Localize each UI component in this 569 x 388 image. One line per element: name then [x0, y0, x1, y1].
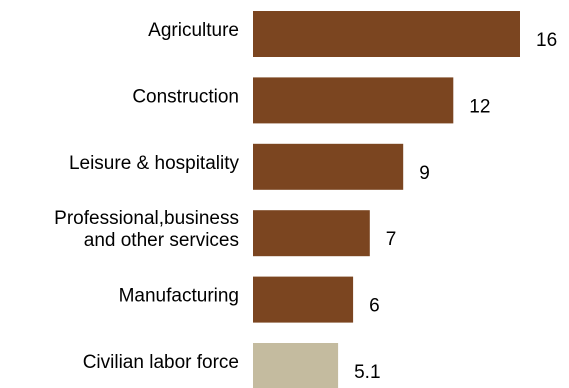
bar-3 — [253, 210, 370, 257]
category-label-2: Leisure & hospitality — [69, 153, 240, 174]
value-label-1: 12 — [469, 96, 490, 117]
category-label-line: Construction — [132, 86, 239, 107]
value-label-4: 6 — [369, 296, 380, 317]
category-label-line: Civilian labor force — [83, 352, 239, 373]
category-label-1: Construction — [132, 86, 239, 107]
category-label-5: Civilian labor force — [83, 352, 239, 373]
category-label-4: Manufacturing — [119, 286, 239, 307]
category-label-3: Professional,business and other services — [54, 208, 239, 251]
bar-4 — [253, 276, 354, 323]
bar-2 — [253, 143, 404, 190]
bar-0 — [253, 11, 520, 57]
value-label-3: 7 — [386, 229, 397, 250]
value-label-0: 16 — [536, 30, 557, 51]
category-label-line: Leisure & hospitality — [69, 153, 240, 174]
category-label-0: Agriculture — [148, 20, 239, 41]
value-label-2: 9 — [419, 163, 430, 184]
bar-1 — [253, 77, 454, 124]
category-label-line: Manufacturing — [119, 286, 239, 307]
value-label-5: 5.1 — [354, 362, 380, 383]
bar-5 — [253, 343, 339, 388]
category-label-line: and other services — [84, 230, 239, 251]
category-label-line: Agriculture — [148, 20, 239, 41]
category-label-line: Professional,business — [54, 208, 239, 229]
